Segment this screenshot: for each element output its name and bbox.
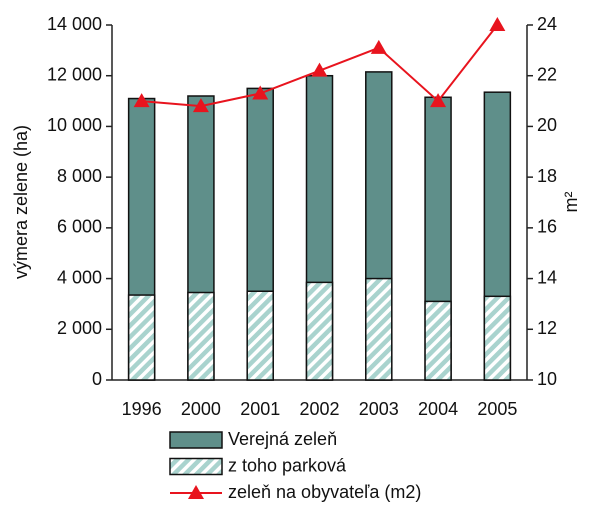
y-tick-label: 14 000 bbox=[47, 14, 102, 34]
y-tick-label: 4 000 bbox=[57, 267, 102, 287]
legend-label: z toho parková bbox=[228, 455, 347, 475]
bar bbox=[424, 300, 452, 381]
bar bbox=[483, 295, 512, 381]
y2-tick-label: 14 bbox=[537, 267, 557, 287]
line-marker bbox=[311, 62, 328, 77]
y2-tick-label: 12 bbox=[537, 318, 557, 338]
line-marker bbox=[430, 93, 447, 108]
x-tick-label: 2004 bbox=[418, 399, 458, 419]
x-tick-label: 2001 bbox=[240, 399, 280, 419]
x-tick-label: 2002 bbox=[299, 399, 339, 419]
x-tick-label: 2000 bbox=[181, 399, 221, 419]
y-tick-label: 8 000 bbox=[57, 166, 102, 186]
line-marker bbox=[133, 93, 150, 108]
bar bbox=[305, 281, 334, 381]
legend-swatch bbox=[169, 431, 223, 449]
y2-tick-label: 10 bbox=[537, 369, 557, 389]
x-tick-label: 1996 bbox=[122, 399, 162, 419]
bar bbox=[127, 294, 156, 381]
bar bbox=[365, 277, 393, 381]
y-tick-label: 6 000 bbox=[57, 217, 102, 237]
x-tick-label: 2005 bbox=[477, 399, 517, 419]
y2-tick-label: 16 bbox=[537, 217, 557, 237]
y2-tick-label: 24 bbox=[537, 14, 557, 34]
legend-label: zeleň na obyvateľa (m2) bbox=[228, 482, 421, 502]
bar bbox=[246, 290, 274, 381]
y2-tick-label: 20 bbox=[537, 115, 557, 135]
line-marker bbox=[370, 39, 387, 54]
bar bbox=[187, 291, 215, 381]
y-axis-label: výmera zelene (ha) bbox=[11, 125, 31, 279]
line-marker bbox=[489, 17, 506, 31]
line-marker bbox=[192, 98, 209, 113]
x-tick-label: 2003 bbox=[359, 399, 399, 419]
legend-swatch bbox=[169, 457, 223, 476]
y-tick-label: 0 bbox=[92, 369, 102, 389]
y2-tick-label: 18 bbox=[537, 166, 557, 186]
y-tick-label: 10 000 bbox=[47, 115, 102, 135]
legend-label: Verejná zeleň bbox=[228, 429, 337, 449]
y2-axis-label: m² bbox=[561, 192, 581, 213]
line-marker bbox=[252, 85, 269, 100]
y-tick-label: 2 000 bbox=[57, 318, 102, 338]
legend-marker bbox=[188, 485, 204, 499]
y2-tick-label: 22 bbox=[537, 64, 557, 84]
y-tick-label: 12 000 bbox=[47, 64, 102, 84]
